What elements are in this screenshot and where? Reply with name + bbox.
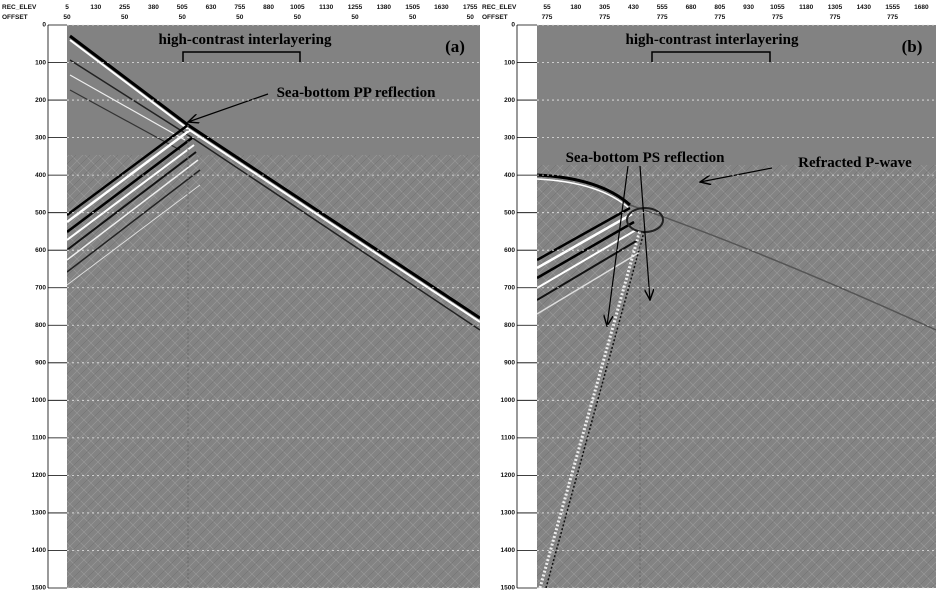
y-tick-label: 900 <box>504 360 515 367</box>
seismic-image-b <box>537 25 936 588</box>
header-label: OFFSET <box>482 14 508 21</box>
arrow <box>607 165 629 326</box>
arrow <box>188 93 269 122</box>
rec-elev-value: 880 <box>263 4 274 11</box>
y-tick-label: 900 <box>35 360 46 367</box>
offset-value: 775 <box>772 14 783 21</box>
y-tick-label: 1400 <box>32 547 47 554</box>
y-tick-label: 800 <box>504 322 515 329</box>
y-tick-label: 500 <box>35 209 46 216</box>
header-label: REC_ELEV <box>2 4 37 11</box>
y-tick-label: 100 <box>504 59 515 66</box>
rec-elev-value: 1180 <box>799 4 813 11</box>
y-tick-label: 1200 <box>32 472 47 479</box>
rec-elev-value: 1380 <box>377 4 392 11</box>
y-tick-label: 1000 <box>32 397 47 404</box>
rec-elev-value: 1755 <box>463 4 478 11</box>
offset-value: 50 <box>63 14 71 21</box>
offset-value: 775 <box>542 14 553 21</box>
y-tick-label: 0 <box>42 22 46 29</box>
rec-elev-value: 130 <box>90 4 101 11</box>
y-tick-label: 1500 <box>32 585 47 592</box>
rec-elev-value: 55 <box>543 4 551 11</box>
arrow <box>700 167 773 182</box>
rec-elev-value: 1130 <box>319 4 333 11</box>
offset-value: 50 <box>236 14 244 21</box>
seismic-image-a <box>67 25 480 588</box>
offset-value: 50 <box>121 14 129 21</box>
y-tick-label: 1200 <box>501 472 516 479</box>
rec-elev-value: 1630 <box>434 4 449 11</box>
rec-elev-value: 930 <box>743 4 754 11</box>
header-label: OFFSET <box>2 14 28 21</box>
rec-elev-value: 1055 <box>770 4 785 11</box>
annotation: high-contrast interlayering <box>159 32 332 48</box>
y-tick-label: 800 <box>35 322 46 329</box>
rec-elev-value: 380 <box>148 4 159 11</box>
y-tick-label: 400 <box>504 172 515 179</box>
rec-elev-value: 305 <box>599 4 610 11</box>
rec-elev-value: 805 <box>714 4 725 11</box>
y-tick-label: 1500 <box>501 585 516 592</box>
y-tick-label: 700 <box>504 284 515 291</box>
rec-elev-value: 1430 <box>857 4 872 11</box>
y-tick-label: 700 <box>35 284 46 291</box>
offset-value: 50 <box>467 14 475 21</box>
bracket <box>182 51 301 62</box>
rec-elev-value: 1555 <box>885 4 900 11</box>
offset-value: 775 <box>657 14 668 21</box>
rec-elev-value: 755 <box>234 4 245 11</box>
rec-elev-value: 1505 <box>405 4 420 11</box>
rec-elev-value: 1305 <box>828 4 843 11</box>
rec-elev-value: 255 <box>119 4 130 11</box>
annotation: Sea-bottom PS reflection <box>566 150 726 166</box>
y-tick-label: 300 <box>35 134 46 141</box>
rec-elev-value: 555 <box>657 4 668 11</box>
panel-label: (b) <box>902 37 923 56</box>
offset-value: 775 <box>830 14 841 21</box>
offset-value: 775 <box>887 14 898 21</box>
y-tick-label: 1100 <box>32 435 46 442</box>
annotation: high-contrast interlayering <box>626 32 799 48</box>
offset-value: 775 <box>599 14 610 21</box>
annotation: Sea-bottom PP reflection <box>277 85 437 101</box>
rec-elev-value: 1005 <box>290 4 305 11</box>
y-tick-label: 200 <box>504 97 515 104</box>
rec-elev-value: 5 <box>65 4 69 11</box>
y-tick-label: 400 <box>35 172 46 179</box>
y-tick-label: 1400 <box>501 547 516 554</box>
y-tick-label: 1100 <box>501 435 515 442</box>
y-tick-label: 1300 <box>32 510 47 517</box>
bracket <box>651 51 771 62</box>
offset-value: 50 <box>179 14 187 21</box>
y-tick-label: 200 <box>35 97 46 104</box>
offset-value: 775 <box>714 14 725 21</box>
rec-elev-value: 505 <box>177 4 188 11</box>
y-tick-label: 1000 <box>501 397 516 404</box>
rec-elev-value: 680 <box>686 4 697 11</box>
y-tick-label: 1300 <box>501 510 516 517</box>
rec-elev-value: 1680 <box>914 4 929 11</box>
y-tick-label: 300 <box>504 134 515 141</box>
header-label: REC_ELEV <box>482 4 517 11</box>
rec-elev-value: 630 <box>206 4 217 11</box>
rec-elev-value: 430 <box>628 4 639 11</box>
y-tick-label: 600 <box>35 247 46 254</box>
offset-value: 50 <box>351 14 359 21</box>
panel-label: (a) <box>445 37 465 56</box>
offset-value: 50 <box>409 14 417 21</box>
y-tick-label: 100 <box>35 59 46 66</box>
y-tick-label: 600 <box>504 247 515 254</box>
annotation: Refracted P-wave <box>798 155 912 171</box>
rec-elev-value: 180 <box>570 4 581 11</box>
y-tick-label: 500 <box>504 209 515 216</box>
arrow <box>639 165 650 300</box>
offset-value: 50 <box>294 14 302 21</box>
rec-elev-value: 1255 <box>348 4 363 11</box>
y-tick-label: 0 <box>511 22 515 29</box>
